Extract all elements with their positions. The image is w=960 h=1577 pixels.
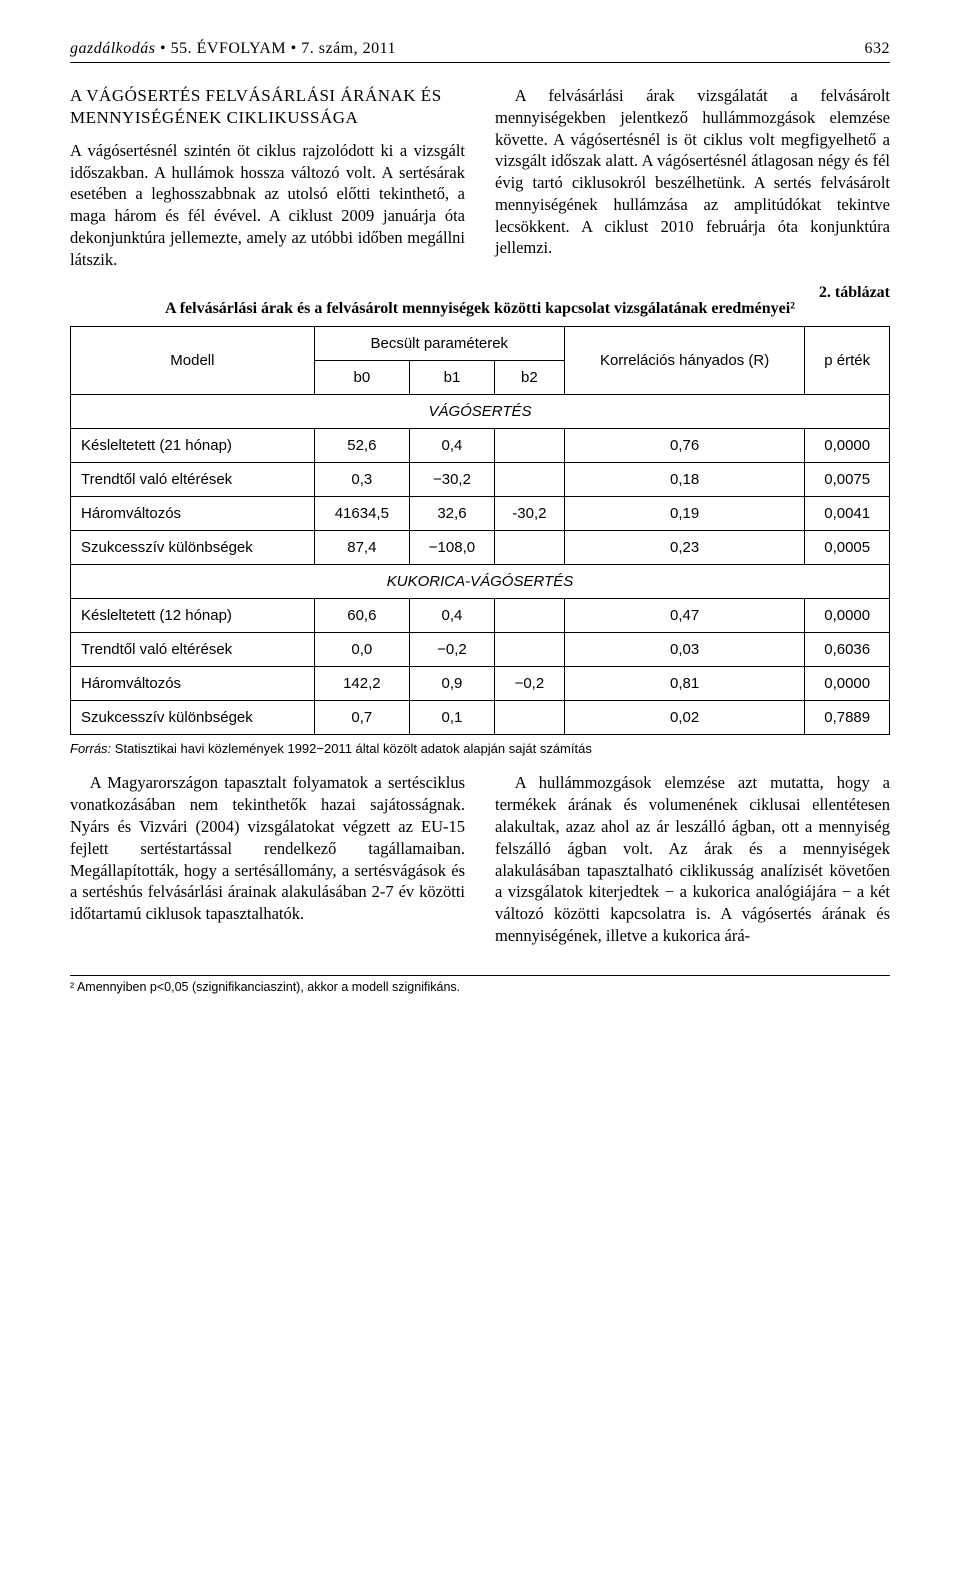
cell: 0,0000 <box>805 599 890 633</box>
table-row: Szukcesszív különbségek 87,4 −108,0 0,23… <box>71 531 890 565</box>
section-title: A VÁGÓSERTÉS FELVÁSÁRLÁSI ÁRÁNAK ÉS MENN… <box>70 85 465 130</box>
cell: 0,7889 <box>805 701 890 735</box>
cell: 0,23 <box>564 531 805 565</box>
cell: 0,6036 <box>805 633 890 667</box>
volume-word: ÉVFOLYAM <box>197 40 287 57</box>
cell: 0,0 <box>314 633 409 667</box>
cell: 32,6 <box>409 497 494 531</box>
cell: 0,0041 <box>805 497 890 531</box>
table-row: Szukcesszív különbségek 0,7 0,1 0,02 0,7… <box>71 701 890 735</box>
issue: 7. szám, 2011 <box>301 40 396 57</box>
cell: 0,0005 <box>805 531 890 565</box>
col-b2: b2 <box>495 361 565 395</box>
table-title: A felvásárlási árak és a felvásárolt men… <box>70 300 890 318</box>
cell: 0,4 <box>409 599 494 633</box>
footnote: ² Amennyiben p<0,05 (szignifikanciaszint… <box>70 980 890 994</box>
page: gazdálkodás • 55. ÉVFOLYAM • 7. szám, 20… <box>0 0 960 1024</box>
results-table: Modell Becsült paraméterek Korrelációs h… <box>70 326 890 735</box>
cell <box>495 701 565 735</box>
journal-name: gazdálkodás <box>70 40 156 57</box>
col-b0: b0 <box>314 361 409 395</box>
running-header: gazdálkodás • 55. ÉVFOLYAM • 7. szám, 20… <box>70 40 890 63</box>
cell: 0,0000 <box>805 429 890 463</box>
cell: Trendtől való eltérések <box>71 633 315 667</box>
cell: −30,2 <box>409 463 494 497</box>
cell: 0,7 <box>314 701 409 735</box>
body-text-lower: A Magyarországon tapasztalt folyamatok a… <box>70 772 890 946</box>
table-caption: 2. táblázat A felvásárlási árak és a fel… <box>70 284 890 318</box>
paragraph: A felvásárlási árak vizsgálatát a felvás… <box>495 85 890 259</box>
cell: 0,4 <box>409 429 494 463</box>
table-row: Trendtől való eltérések 0,3 −30,2 0,18 0… <box>71 463 890 497</box>
cell: Háromváltozós <box>71 667 315 701</box>
cell: 142,2 <box>314 667 409 701</box>
separator: • <box>156 40 171 57</box>
cell <box>495 429 565 463</box>
table-source: Forrás: Statisztikai havi közlemények 19… <box>70 741 890 756</box>
cell <box>495 633 565 667</box>
cell: 87,4 <box>314 531 409 565</box>
table-row: Késleltetett (12 hónap) 60,6 0,4 0,47 0,… <box>71 599 890 633</box>
table-section-row: KUKORICA-VÁGÓSERTÉS <box>71 565 890 599</box>
table-row: Trendtől való eltérések 0,0 −0,2 0,03 0,… <box>71 633 890 667</box>
cell: −108,0 <box>409 531 494 565</box>
cell: Szukcesszív különbségek <box>71 531 315 565</box>
col-p: p érték <box>805 327 890 395</box>
volume-number: 55. <box>171 40 197 57</box>
col-corr: Korrelációs hányados (R) <box>564 327 805 395</box>
body-text-upper: A VÁGÓSERTÉS FELVÁSÁRLÁSI ÁRÁNAK ÉS MENN… <box>70 85 890 270</box>
cell: 0,19 <box>564 497 805 531</box>
footnote-rule <box>70 975 890 976</box>
col-params: Becsült paraméterek <box>314 327 564 361</box>
cell: 60,6 <box>314 599 409 633</box>
paragraph: A vágósertésnél szintén öt ciklus rajzol… <box>70 140 465 271</box>
cell: 41634,5 <box>314 497 409 531</box>
paragraph: A Magyarországon tapasztalt folyamatok a… <box>70 772 465 924</box>
cell <box>495 463 565 497</box>
cell: 0,1 <box>409 701 494 735</box>
paragraph: A hullámmozgások elemzése azt mutatta, h… <box>495 772 890 946</box>
source-label: Forrás: <box>70 741 111 756</box>
cell: 52,6 <box>314 429 409 463</box>
cell: 0,47 <box>564 599 805 633</box>
table-section-label: VÁGÓSERTÉS <box>71 395 890 429</box>
cell: Késleltetett (21 hónap) <box>71 429 315 463</box>
cell: 0,3 <box>314 463 409 497</box>
page-number: 632 <box>865 40 891 58</box>
cell: Trendtől való eltérések <box>71 463 315 497</box>
cell: Háromváltozós <box>71 497 315 531</box>
cell: 0,9 <box>409 667 494 701</box>
cell: 0,81 <box>564 667 805 701</box>
source-text: Statisztikai havi közlemények 1992−2011 … <box>111 741 592 756</box>
cell: Késleltetett (12 hónap) <box>71 599 315 633</box>
cell: 0,18 <box>564 463 805 497</box>
table-row: Háromváltozós 142,2 0,9 −0,2 0,81 0,0000 <box>71 667 890 701</box>
cell <box>495 531 565 565</box>
table-section-row: VÁGÓSERTÉS <box>71 395 890 429</box>
col-b1: b1 <box>409 361 494 395</box>
table-section-label: KUKORICA-VÁGÓSERTÉS <box>71 565 890 599</box>
cell: −0,2 <box>409 633 494 667</box>
cell: 0,76 <box>564 429 805 463</box>
cell: 0,0000 <box>805 667 890 701</box>
cell: 0,03 <box>564 633 805 667</box>
separator: • <box>286 40 301 57</box>
cell: -30,2 <box>495 497 565 531</box>
cell: Szukcesszív különbségek <box>71 701 315 735</box>
cell: 0,02 <box>564 701 805 735</box>
table-row: Háromváltozós 41634,5 32,6 -30,2 0,19 0,… <box>71 497 890 531</box>
col-model: Modell <box>71 327 315 395</box>
cell: 0,0075 <box>805 463 890 497</box>
cell: −0,2 <box>495 667 565 701</box>
table-row: Késleltetett (21 hónap) 52,6 0,4 0,76 0,… <box>71 429 890 463</box>
cell <box>495 599 565 633</box>
